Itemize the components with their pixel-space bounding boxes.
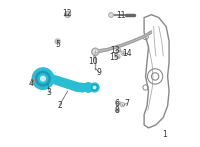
Circle shape (41, 76, 45, 81)
Circle shape (121, 104, 124, 106)
Circle shape (117, 48, 121, 52)
Circle shape (38, 74, 48, 83)
Text: 4: 4 (28, 79, 33, 88)
Circle shape (122, 52, 124, 54)
Polygon shape (95, 31, 151, 53)
Text: 12: 12 (62, 9, 71, 18)
Text: 1: 1 (162, 130, 167, 140)
Text: 8: 8 (114, 106, 119, 115)
Text: 2: 2 (57, 101, 62, 110)
Circle shape (32, 68, 54, 89)
Circle shape (56, 40, 59, 43)
Circle shape (121, 103, 124, 107)
Circle shape (92, 85, 97, 90)
Circle shape (66, 13, 69, 16)
Text: 7: 7 (124, 99, 129, 108)
Circle shape (90, 83, 99, 92)
Circle shape (93, 86, 96, 89)
Text: 14: 14 (122, 49, 132, 58)
Circle shape (94, 51, 96, 53)
Circle shape (116, 109, 118, 111)
Circle shape (115, 108, 119, 112)
Circle shape (65, 11, 71, 17)
Text: 5: 5 (55, 40, 60, 49)
Circle shape (55, 39, 60, 44)
Circle shape (92, 48, 99, 55)
Text: 13: 13 (111, 46, 120, 55)
Circle shape (121, 51, 125, 55)
Circle shape (117, 56, 119, 58)
Text: 9: 9 (97, 68, 102, 77)
Circle shape (33, 79, 36, 82)
Circle shape (110, 14, 112, 16)
Circle shape (93, 50, 98, 54)
Circle shape (116, 55, 120, 59)
Text: 3: 3 (47, 88, 52, 97)
Text: 10: 10 (89, 57, 98, 66)
Circle shape (36, 71, 50, 86)
Circle shape (94, 50, 97, 54)
Circle shape (116, 101, 120, 105)
Circle shape (117, 102, 119, 104)
Circle shape (92, 49, 99, 55)
Text: 11: 11 (116, 11, 125, 20)
Circle shape (118, 49, 120, 51)
Circle shape (109, 13, 113, 17)
Text: 15: 15 (110, 52, 119, 62)
Text: 6: 6 (114, 99, 119, 108)
Polygon shape (85, 83, 94, 92)
Polygon shape (51, 75, 86, 92)
